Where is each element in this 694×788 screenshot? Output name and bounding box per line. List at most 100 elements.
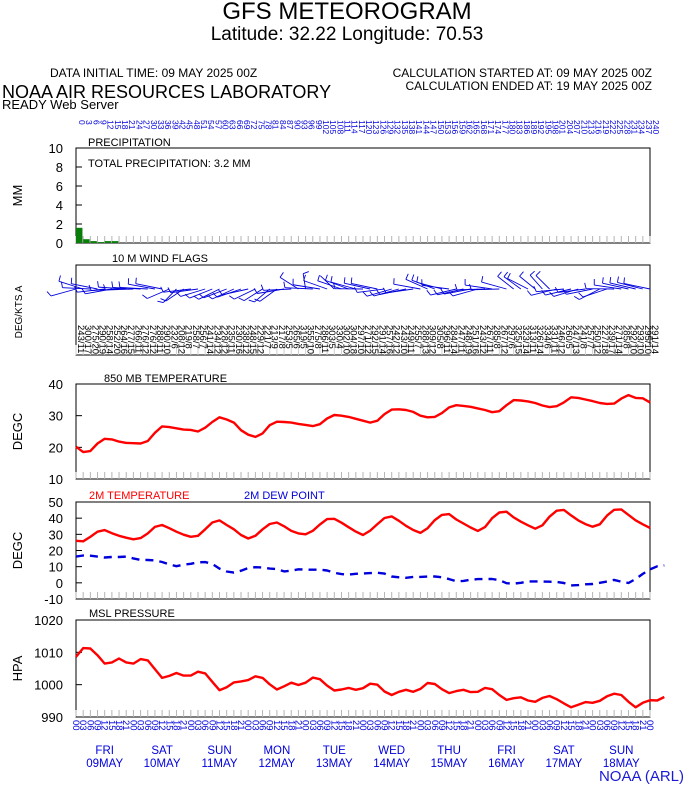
forecast-hour-label: 189	[529, 120, 539, 134]
forecast-hour-label: 45	[185, 120, 195, 130]
forecast-hour-label: 105	[328, 120, 338, 134]
wind-value-label: 302/10	[340, 325, 351, 354]
legend-t2m: 2M TEMPERATURE	[89, 490, 189, 502]
wind-value-label: 331/11	[549, 325, 560, 353]
wind-barb-flag	[527, 290, 532, 296]
forecast-hour-label: 57	[213, 120, 223, 130]
forecast-hour-label: 48	[192, 120, 202, 130]
utc-hour-label: 03	[249, 720, 260, 731]
wind-barb-flag	[382, 287, 387, 294]
forecast-hour-label: 0	[77, 120, 87, 125]
day-date-label: 17MAY	[545, 758, 582, 770]
wind-barb	[507, 278, 529, 290]
utc-hour-label: 09	[321, 720, 332, 731]
wind-barb-flag	[184, 293, 190, 299]
wind-value-label: 227/18	[599, 325, 610, 354]
t2m-panel-frame	[75, 501, 651, 600]
wind-value-label: 313/11	[527, 325, 538, 353]
utc-hour-label: 00	[644, 720, 655, 731]
forecast-hour-label: 12	[106, 120, 116, 130]
utc-hour-label: 00	[70, 720, 81, 731]
wind-value-label: 247/11	[455, 325, 466, 353]
forecast-hour-label: 228	[622, 120, 632, 134]
utc-hour-label: 03	[479, 720, 490, 731]
wind-barb-flag	[167, 287, 172, 293]
wind-value-label: 290/10	[161, 325, 172, 354]
wind-value-label: 250/12	[592, 325, 603, 354]
wind-value-label: 264/16	[118, 325, 129, 354]
utc-hour-label: 00	[185, 720, 196, 731]
wind-barb-flag	[354, 286, 358, 293]
utc-hour-label: 15	[622, 720, 633, 731]
forecast-hour-label: 132	[393, 120, 403, 134]
forecast-hour-label: 138	[407, 120, 417, 134]
utc-hour-label: 15	[450, 720, 461, 731]
utc-hour-label: 12	[214, 720, 225, 731]
utc-hour-label: 09	[92, 720, 103, 731]
y-tick-label: 2	[56, 217, 63, 232]
wind-value-label: 232/6	[168, 325, 179, 349]
wind-barb	[529, 274, 543, 290]
wind-barb-flag	[325, 274, 328, 281]
wind-barb	[58, 280, 84, 290]
precip-bar	[76, 227, 83, 243]
y-tick-label: 4	[56, 198, 63, 213]
utc-hour-label: 12	[386, 720, 397, 731]
wind-barb-flag	[584, 282, 587, 289]
wind-value-label: 295/10	[642, 325, 653, 354]
wind-barb	[497, 276, 514, 290]
forecast-hour-label: 174	[493, 120, 503, 134]
utc-hour-label: 00	[529, 720, 540, 731]
y-tick-label: -10	[44, 592, 63, 607]
wind-barb	[198, 288, 220, 300]
wind-value-label: 355/10	[305, 325, 316, 354]
wind-barb	[98, 286, 127, 290]
wind-barb-flag	[135, 277, 137, 284]
wind-barb-flag	[97, 281, 99, 288]
forecast-hour-label: 108	[335, 120, 345, 134]
wind-barb	[623, 283, 651, 290]
forecast-hour-label: 54	[206, 120, 216, 130]
wind-barb-flag	[74, 286, 78, 293]
precip-bar	[97, 242, 104, 243]
wind-barb-flag	[118, 281, 121, 288]
day-date-label: 16MAY	[488, 758, 525, 770]
wind-value-label: 297/10	[355, 325, 366, 354]
utc-hour-label: 18	[113, 720, 124, 731]
forecast-hour-label: 141	[414, 120, 424, 134]
forecast-hour-label: 24	[134, 120, 144, 130]
utc-hour-label: 21	[178, 720, 189, 731]
forecast-hour-label: 87	[285, 120, 295, 130]
forecast-hour-label: 3	[84, 120, 94, 125]
utc-hour-label: 18	[170, 720, 181, 731]
wind-barb	[344, 282, 371, 290]
wind-value-label: 255/7	[412, 325, 423, 349]
day-of-week-label: TUE	[323, 745, 346, 757]
wind-barb	[284, 287, 313, 290]
data-initial-time: DATA INITIAL TIME: 09 MAY 2025 00Z	[50, 66, 258, 80]
t2m-line	[75, 508, 651, 543]
utc-hour-label: 00	[587, 720, 598, 731]
wind-value-label: 217/8	[276, 325, 287, 349]
wind-barb-flag	[519, 271, 524, 277]
y-tick-label: 1020	[34, 613, 63, 628]
day-of-week-label: WED	[378, 745, 405, 757]
wind-value-label: 296/11	[441, 325, 452, 353]
wind-barb-flag	[260, 284, 264, 291]
forecast-hour-label: 198	[551, 120, 561, 134]
utc-hour-label: 06	[142, 720, 153, 731]
y-tick-label: 20	[49, 544, 63, 559]
wind-barb	[317, 280, 342, 290]
wind-value-label: 300/17	[82, 325, 93, 354]
wind-barb	[609, 282, 636, 290]
forecast-hour-label: 18	[120, 120, 130, 130]
wind-barb-flag	[541, 290, 546, 296]
utc-hour-label: 03	[364, 720, 375, 731]
t850-panel-frame	[75, 383, 651, 480]
wind-value-label: 266/11	[132, 325, 143, 353]
forecast-hour-label: 237	[644, 120, 654, 134]
utc-hour-label: 15	[508, 720, 519, 731]
wind-value-label: 275/8	[312, 325, 323, 349]
wind-value-label: 265/6	[290, 325, 301, 349]
utc-hour-label: 09	[149, 720, 160, 731]
